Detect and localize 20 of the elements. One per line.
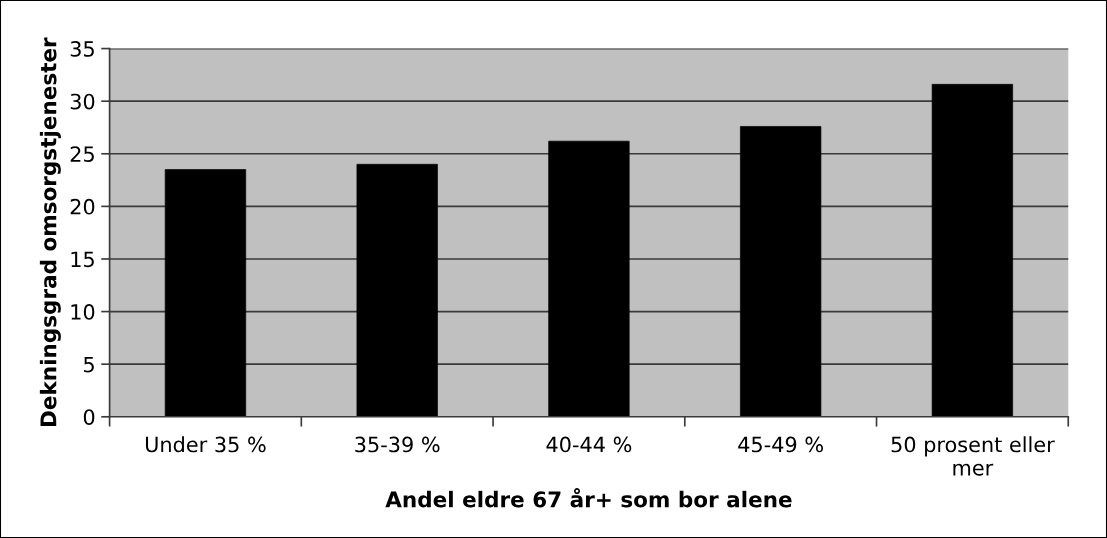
x-tick-label: 50 prosent eller mer xyxy=(891,436,1055,476)
x-axis-title: Andel eldre 67 år+ som bor alene xyxy=(385,488,792,508)
y-tick-label: 20 xyxy=(70,198,95,215)
bar xyxy=(164,169,247,417)
y-tick-label: 5 xyxy=(84,356,94,373)
bar xyxy=(740,126,822,417)
bar xyxy=(548,140,630,417)
bar xyxy=(356,163,438,417)
x-tick-label: Under 35 % xyxy=(145,436,266,453)
y-tick-label: 25 xyxy=(70,146,94,162)
y-tick-label: 30 xyxy=(70,93,95,110)
y-tick-label: 0 xyxy=(83,409,95,425)
x-tick-label: 40-44 % xyxy=(546,436,632,453)
bar xyxy=(931,84,1013,417)
y-axis-title: Dekningsgrad omsorgstjenester xyxy=(39,37,61,427)
y-tick-label: 10 xyxy=(71,304,95,320)
y-tick-label: 35 xyxy=(70,41,94,57)
x-tick-label: 45-49 % xyxy=(738,436,823,453)
y-tick-label: 15 xyxy=(71,251,94,268)
x-tick-label: 35-39 % xyxy=(355,436,440,453)
